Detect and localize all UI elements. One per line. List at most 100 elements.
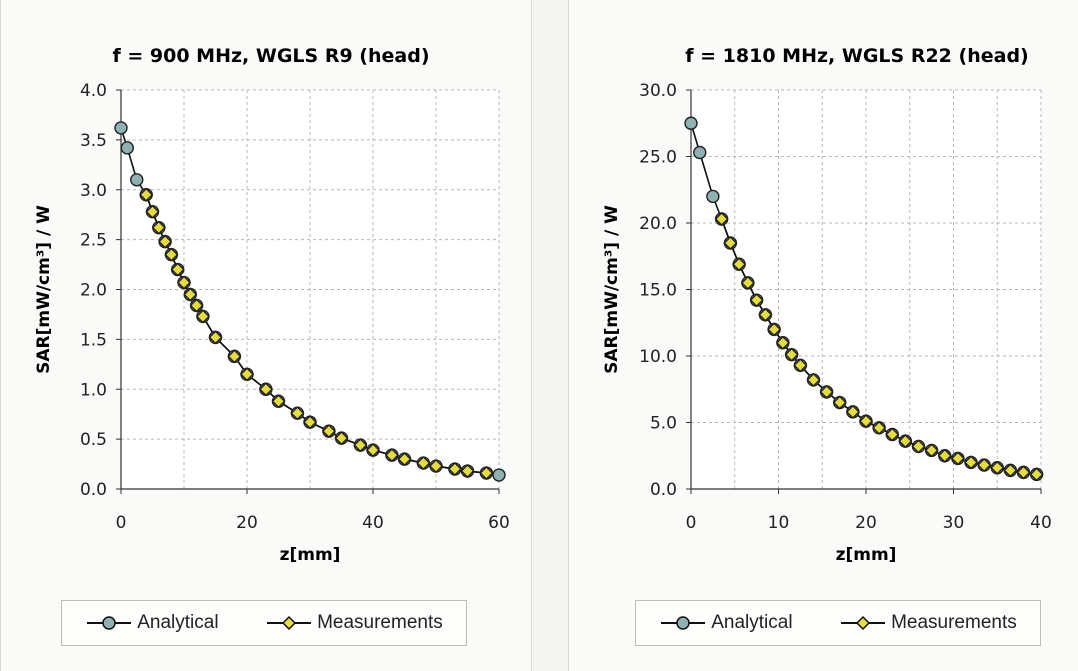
legend-label-analytical: Analytical	[137, 612, 219, 633]
legend-item-measurements: Measurements	[265, 612, 443, 634]
data-point-analytical	[120, 141, 135, 155]
data-point-measurement	[158, 234, 173, 249]
data-point-analytical	[130, 173, 144, 187]
data-point-measurement	[990, 460, 1005, 475]
data-point-measurement	[806, 372, 821, 387]
data-point-measurement	[793, 358, 808, 373]
data-point-measurement	[183, 287, 198, 302]
data-point-measurement	[924, 443, 939, 458]
data-point-measurement	[271, 394, 286, 409]
data-point-measurement	[911, 439, 926, 454]
y-tick-label: 25.0	[639, 148, 677, 168]
x-tick-label: 20	[236, 513, 258, 533]
legend-1810mhz: Analytical Measurements	[635, 600, 1041, 646]
legend-label-measurements: Measurements	[317, 612, 443, 633]
x-tick-label: 60	[488, 513, 510, 533]
chart-900mhz: 0.0 0.5 1.0 1.5 2.0 2.5 3.0 3.5 4.0 0 20 40 60 f = 90…	[34, 45, 510, 565]
x-axis-title: z[mm]	[280, 545, 341, 565]
data-point-measurement	[258, 382, 273, 397]
data-point-measurement	[950, 451, 965, 466]
y-tick-label: 1.0	[80, 380, 107, 400]
data-point-measurement	[429, 459, 443, 474]
data-point-measurement	[819, 384, 834, 399]
data-point-measurement	[177, 275, 191, 290]
data-point-measurement	[714, 212, 729, 226]
x-tick-label: 10	[768, 513, 790, 533]
x-tick-label: 0	[116, 513, 127, 533]
x-tick-label: 20	[855, 513, 877, 533]
data-point-analytical	[706, 189, 720, 204]
data-point-measurement	[303, 415, 317, 430]
legend-item-analytical: Analytical	[85, 612, 219, 634]
legend-marker-measurements	[267, 615, 312, 631]
data-point-analytical	[693, 145, 707, 160]
data-point-measurement	[723, 235, 738, 250]
data-point-measurement	[898, 434, 913, 449]
chart-panel-1810mhz: 0.0 5.0 10.0 15.0 20.0 25.0 30.0 0 10 20 30 40 f = 1…	[568, 0, 1078, 671]
y-axis-title: SAR[mW/cm³] / W	[34, 205, 54, 374]
data-point-analytical	[492, 468, 506, 482]
legend-label-measurements: Measurements	[891, 612, 1017, 633]
data-point-measurement	[872, 420, 887, 435]
data-point-measurement	[977, 458, 992, 473]
y-tick-label: 5.0	[650, 414, 677, 434]
data-point-measurement	[885, 427, 900, 442]
chart-panel-900mhz: 0.0 0.5 1.0 1.5 2.0 2.5 3.0 3.5 4.0 0 20 40 60 f = 90…	[0, 0, 532, 671]
y-tick-label: 3.0	[80, 181, 107, 201]
data-point-measurement	[164, 247, 179, 262]
y-tick-label: 30.0	[639, 81, 677, 101]
y-tick-label: 0.0	[80, 480, 107, 500]
data-point-measurement	[353, 438, 368, 453]
data-point-measurement	[758, 307, 773, 322]
data-point-measurement	[749, 293, 764, 308]
data-point-analytical	[114, 121, 128, 135]
data-point-measurement	[964, 455, 978, 470]
legend-marker-analytical	[87, 616, 132, 630]
x-tick-label: 40	[362, 513, 384, 533]
data-point-measurement	[447, 462, 462, 477]
y-axis-title: SAR[mW/cm³] / W	[602, 205, 622, 374]
x-tick-label: 40	[1030, 513, 1052, 533]
data-point-measurement	[732, 257, 747, 272]
x-tick-label: 0	[686, 513, 697, 533]
legend-marker-measurements	[841, 615, 886, 631]
data-point-measurement	[366, 443, 380, 458]
data-point-measurement	[195, 309, 210, 324]
legend-label-analytical: Analytical	[711, 612, 793, 633]
data-point-measurement	[290, 406, 305, 421]
data-point-measurement	[1003, 463, 1018, 478]
y-tick-label: 0.0	[650, 480, 677, 500]
data-point-measurement	[767, 322, 782, 337]
chart-title: f = 1810 MHz, WGLS R22 (head)	[685, 45, 1028, 67]
data-point-measurement	[139, 187, 154, 202]
data-point-measurement	[397, 452, 412, 467]
data-point-measurement	[416, 456, 431, 471]
series-line-measurements	[145, 194, 487, 474]
data-point-measurement	[460, 464, 475, 479]
data-point-analytical	[684, 116, 698, 130]
data-point-measurement	[227, 349, 242, 364]
data-point-measurement	[859, 414, 873, 429]
data-point-measurement	[384, 448, 399, 463]
y-tick-label: 4.0	[80, 81, 107, 101]
y-tick-label: 3.5	[80, 131, 107, 151]
data-point-measurement	[1029, 467, 1044, 482]
legend-item-measurements: Measurements	[839, 612, 1017, 634]
y-tick-label: 2.5	[80, 231, 107, 251]
data-point-measurement	[479, 466, 494, 481]
data-point-measurement	[170, 262, 185, 277]
chart-title: f = 900 MHz, WGLS R9 (head)	[112, 45, 429, 67]
legend-item-analytical: Analytical	[659, 612, 793, 634]
y-tick-label: 20.0	[639, 214, 677, 234]
data-point-measurement	[832, 395, 847, 410]
y-tick-label: 2.0	[80, 281, 107, 301]
data-point-measurement	[1016, 465, 1031, 480]
data-point-measurement	[784, 347, 799, 362]
legend-900mhz: Analytical Measurements	[61, 600, 467, 646]
data-point-measurement	[334, 431, 349, 446]
data-point-measurement	[208, 330, 223, 345]
data-point-measurement	[240, 367, 254, 382]
legend-marker-analytical	[661, 616, 706, 630]
y-tick-label: 15.0	[639, 281, 677, 301]
